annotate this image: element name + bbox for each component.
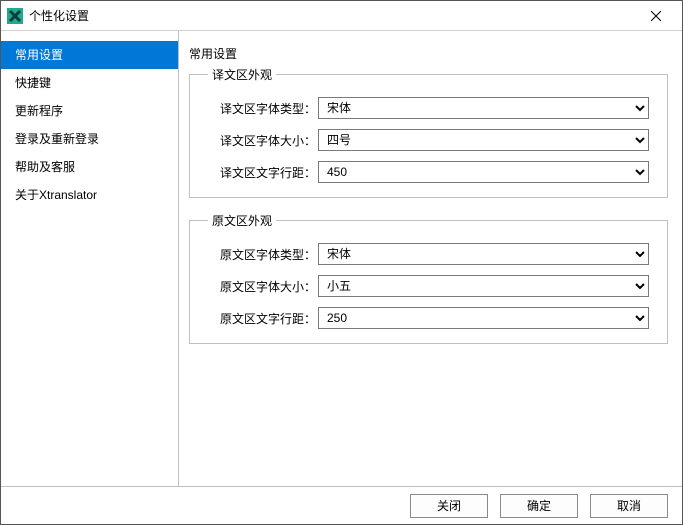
sidebar-item-help[interactable]: 帮助及客服 (1, 153, 178, 181)
close-icon[interactable] (636, 1, 676, 31)
sidebar-item-label: 常用设置 (15, 48, 63, 62)
row-translation-font-size: 译文区字体大小： 四号 (208, 129, 649, 151)
row-label: 原文区字体类型： (208, 246, 318, 263)
select-translation-font-type[interactable]: 宋体 (318, 97, 649, 119)
sidebar-item-common-settings[interactable]: 常用设置 (1, 41, 178, 69)
row-source-font-type: 原文区字体类型： 宋体 (208, 243, 649, 265)
groupbox-translation-appearance: 译文区外观 译文区字体类型： 宋体 译文区字体大小： 四号 译文区文字行距： 4… (189, 66, 668, 198)
sidebar-item-label: 登录及重新登录 (15, 132, 99, 146)
sidebar-item-label: 帮助及客服 (15, 160, 75, 174)
select-translation-font-size[interactable]: 四号 (318, 129, 649, 151)
row-label: 译文区字体大小： (208, 132, 318, 149)
main-panel: 常用设置 译文区外观 译文区字体类型： 宋体 译文区字体大小： 四号 译文区文字… (179, 31, 682, 486)
cancel-button[interactable]: 取消 (590, 494, 668, 518)
sidebar-item-update[interactable]: 更新程序 (1, 97, 178, 125)
row-label: 译文区字体类型： (208, 100, 318, 117)
sidebar-item-label: 关于Xtranslator (15, 188, 97, 202)
sidebar-item-login[interactable]: 登录及重新登录 (1, 125, 178, 153)
close-button[interactable]: 关闭 (410, 494, 488, 518)
sidebar-item-about[interactable]: 关于Xtranslator (1, 181, 178, 209)
select-source-line-spacing[interactable]: 250 (318, 307, 649, 329)
app-icon (7, 8, 23, 24)
groupbox-source-appearance: 原文区外观 原文区字体类型： 宋体 原文区字体大小： 小五 原文区文字行距： 2… (189, 212, 668, 344)
sidebar: 常用设置 快捷键 更新程序 登录及重新登录 帮助及客服 关于Xtranslato… (1, 31, 179, 486)
sidebar-item-label: 更新程序 (15, 104, 63, 118)
titlebar: 个性化设置 (1, 1, 682, 31)
row-translation-line-spacing: 译文区文字行距： 450 (208, 161, 649, 183)
row-label: 原文区文字行距： (208, 310, 318, 327)
footer: 关闭 确定 取消 (1, 486, 682, 524)
sidebar-item-shortcuts[interactable]: 快捷键 (1, 69, 178, 97)
groupbox-legend: 原文区外观 (208, 212, 276, 229)
groupbox-legend: 译文区外观 (208, 66, 276, 83)
select-source-font-size[interactable]: 小五 (318, 275, 649, 297)
select-translation-line-spacing[interactable]: 450 (318, 161, 649, 183)
row-source-font-size: 原文区字体大小： 小五 (208, 275, 649, 297)
row-label: 译文区文字行距： (208, 164, 318, 181)
sidebar-item-label: 快捷键 (15, 76, 51, 90)
select-source-font-type[interactable]: 宋体 (318, 243, 649, 265)
row-translation-font-type: 译文区字体类型： 宋体 (208, 97, 649, 119)
section-title: 常用设置 (189, 45, 668, 62)
window-title: 个性化设置 (29, 7, 89, 24)
ok-button[interactable]: 确定 (500, 494, 578, 518)
row-source-line-spacing: 原文区文字行距： 250 (208, 307, 649, 329)
row-label: 原文区字体大小： (208, 278, 318, 295)
